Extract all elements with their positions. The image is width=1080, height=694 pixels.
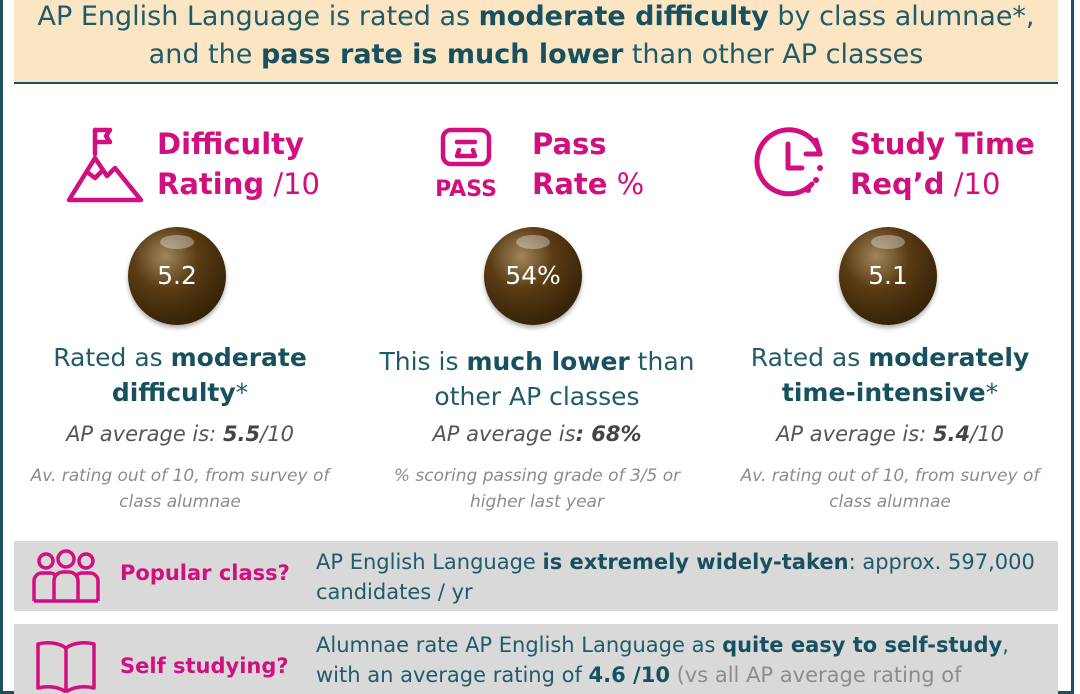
pass-certificate-icon: PASS (435, 127, 497, 202)
difficulty-summary: Rated as moderate difficulty* (53, 343, 307, 407)
pass-rate-summary: This is much lower than other AP classes (379, 347, 695, 411)
mountain-flag-icon (66, 127, 144, 203)
study-time-footnote: Av. rating out of 10, from survey of cla… (740, 466, 1040, 512)
difficulty-title: Difficulty Rating /10 (157, 127, 320, 201)
study-time-value-badge: 5.1 (839, 227, 937, 325)
pass-rate-value-badge: 54% (484, 227, 582, 325)
difficulty-ap-average: AP average is: 5.5/10 (66, 422, 294, 446)
difficulty-value-badge: 5.2 (128, 227, 226, 325)
study-time-metric: Study Time Req’d /10 5.1 Rated as modera… (720, 110, 1060, 512)
difficulty-footnote: Av. rating out of 10, from survey of cla… (30, 466, 330, 512)
pass-rate-metric: PASS Pass Rate % 54% This is much lower … (367, 110, 707, 512)
self-study-label: Self studying? (120, 654, 289, 678)
people-group-icon (32, 549, 100, 603)
pass-rate-title: Pass Rate % (532, 127, 645, 201)
study-time-ap-average: AP average is: 5.4/10 (776, 422, 1004, 446)
open-book-icon (36, 641, 96, 694)
popular-class-label: Popular class? (120, 561, 290, 585)
clock-icon (754, 127, 823, 197)
headline-emphasis-difficulty: moderate difficulty (478, 1, 769, 32)
popular-class-text: AP English Language is extremely widely-… (316, 550, 1035, 604)
study-time-title: Study Time Req’d /10 (850, 127, 1035, 201)
pass-rate-ap-average: AP average is: 68% (432, 422, 642, 446)
study-time-summary: Rated as moderately time-intensive* (750, 343, 1030, 407)
self-study-row: Self studying? Alumnae rate AP English L… (14, 624, 1058, 694)
headline-emphasis-pass-rate: pass rate is much lower (260, 39, 624, 70)
pass-icon-label: PASS (435, 177, 497, 202)
popular-class-row: Popular class? AP English Language is ex… (14, 541, 1058, 611)
difficulty-metric: Difficulty Rating /10 5.2 Rated as moder… (10, 110, 350, 512)
pass-rate-footnote: % scoring passing grade of 3/5 or higher… (393, 466, 681, 512)
self-study-text: Alumnae rate AP English Language as quit… (316, 633, 1009, 687)
headline: AP English Language is rated as moderate… (14, 0, 1058, 84)
